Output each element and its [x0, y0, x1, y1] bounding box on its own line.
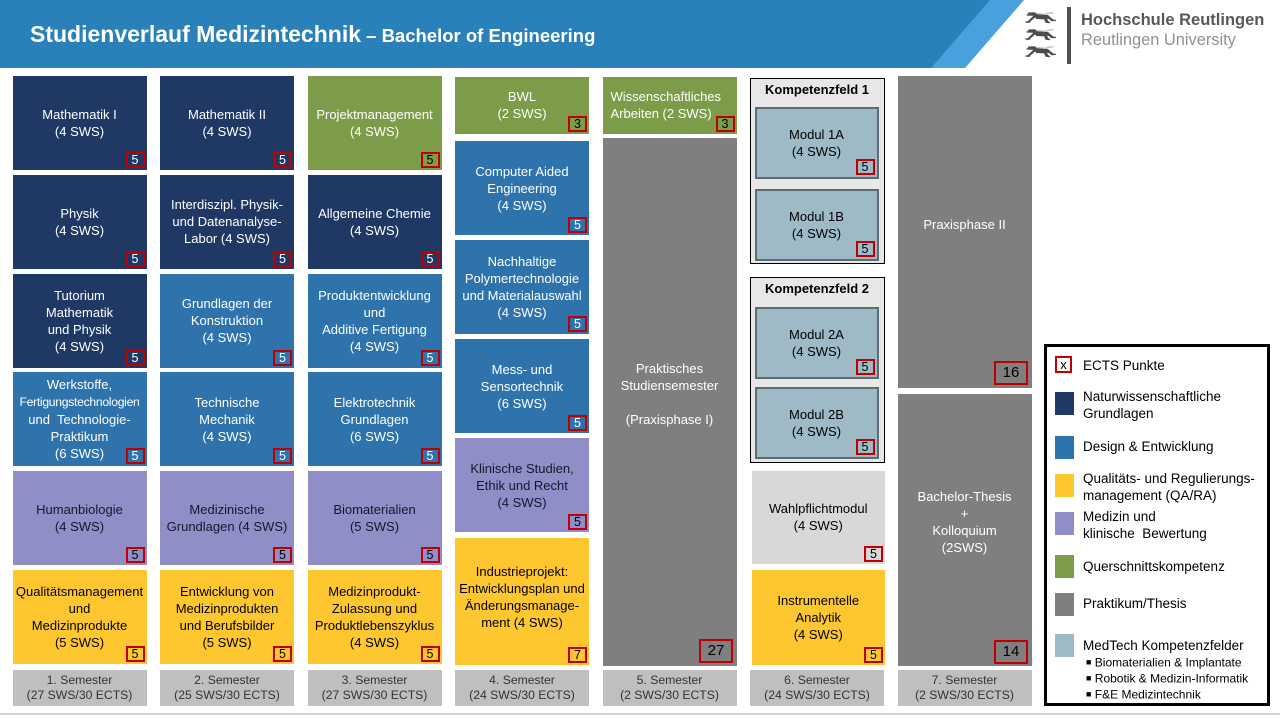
svg-text:Reutlingen University: Reutlingen University: [1081, 31, 1237, 49]
svg-text:Hochschule Reutlingen: Hochschule Reutlingen: [1081, 11, 1264, 29]
